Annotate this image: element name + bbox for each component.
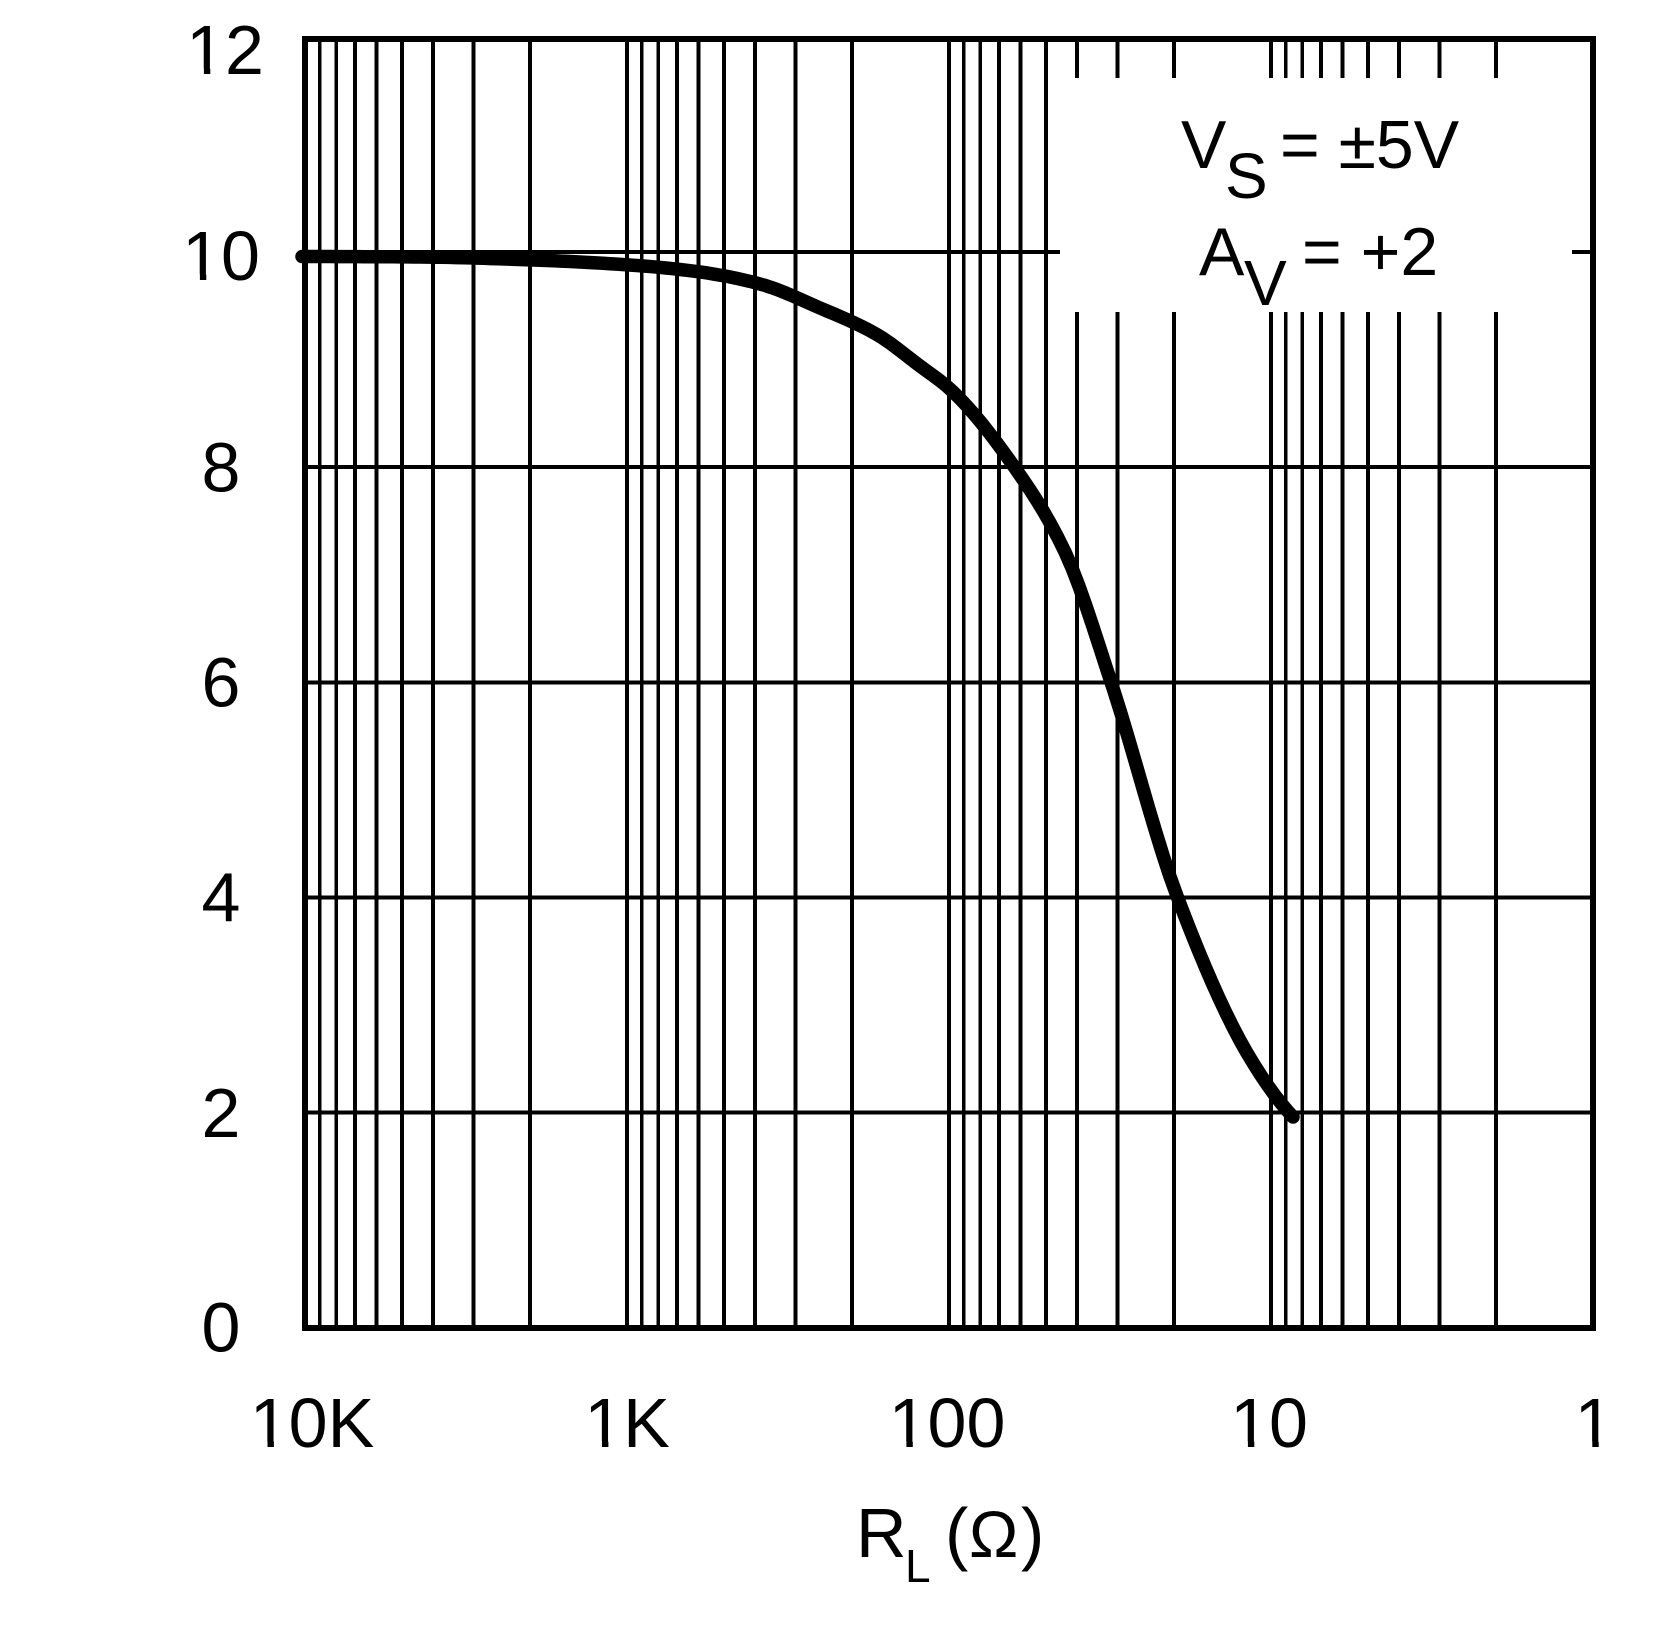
svg-text:V: V (1244, 247, 1287, 319)
svg-text:100: 100 (889, 1384, 1006, 1462)
svg-text:= ±5V: = ±5V (1280, 107, 1460, 183)
svg-text:): ) (1021, 1494, 1044, 1572)
svg-text:Ω: Ω (969, 1497, 1018, 1571)
svg-text:L: L (905, 1540, 931, 1592)
svg-text:1: 1 (1575, 1384, 1614, 1462)
svg-text:1K: 1K (584, 1384, 670, 1462)
svg-text:(: ( (945, 1494, 968, 1572)
svg-text:10: 10 (1230, 1384, 1308, 1462)
svg-text:S: S (1225, 140, 1268, 212)
svg-text:6: 6 (202, 644, 241, 722)
svg-text:0: 0 (202, 1289, 241, 1367)
svg-text:10: 10 (182, 217, 260, 295)
svg-text:= +2: = +2 (1302, 214, 1438, 290)
svg-text:V: V (1181, 107, 1227, 183)
svg-text:10K: 10K (250, 1384, 375, 1462)
svg-text:12: 12 (186, 11, 264, 89)
svg-text:4: 4 (202, 859, 241, 937)
svg-text:8: 8 (202, 429, 241, 507)
svg-text:A: A (1199, 214, 1245, 290)
svg-text:R: R (856, 1494, 907, 1572)
svg-text:2: 2 (202, 1074, 241, 1152)
